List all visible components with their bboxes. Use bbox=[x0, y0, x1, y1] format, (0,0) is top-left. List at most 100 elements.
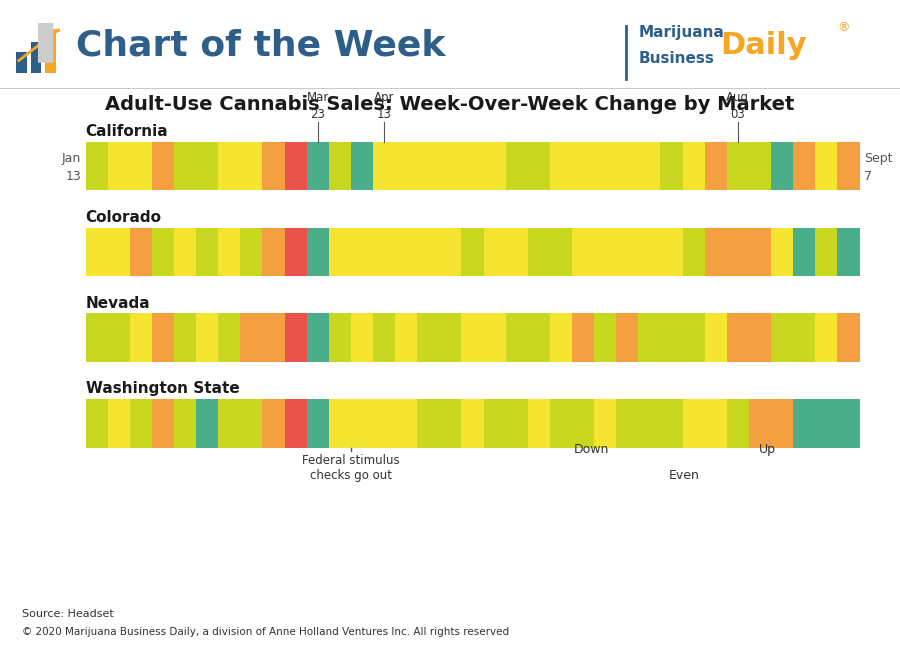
Bar bbox=[196, 399, 218, 448]
Bar bbox=[263, 313, 284, 362]
Bar bbox=[373, 313, 395, 362]
Bar bbox=[793, 313, 815, 362]
Bar bbox=[152, 313, 174, 362]
Bar bbox=[727, 142, 749, 190]
Bar bbox=[108, 142, 130, 190]
Bar bbox=[86, 227, 108, 276]
Bar bbox=[550, 399, 572, 448]
Bar bbox=[31, 42, 41, 73]
Bar bbox=[328, 313, 351, 362]
Bar bbox=[682, 227, 705, 276]
Text: Marijuana: Marijuana bbox=[639, 25, 725, 40]
Text: Federal stimulus
checks go out: Federal stimulus checks go out bbox=[302, 454, 400, 482]
Bar bbox=[749, 399, 771, 448]
Bar bbox=[130, 313, 152, 362]
Text: 03: 03 bbox=[731, 108, 745, 121]
Bar bbox=[373, 142, 395, 190]
Bar bbox=[108, 399, 130, 448]
Bar bbox=[572, 399, 594, 448]
Text: Jan: Jan bbox=[62, 152, 81, 165]
Bar bbox=[550, 142, 572, 190]
Bar bbox=[418, 227, 439, 276]
Bar bbox=[638, 227, 661, 276]
Bar bbox=[130, 227, 152, 276]
Text: Sept: Sept bbox=[864, 152, 893, 165]
Bar bbox=[174, 399, 196, 448]
Text: Business: Business bbox=[639, 51, 715, 66]
Bar bbox=[240, 142, 263, 190]
Bar bbox=[815, 142, 837, 190]
Bar bbox=[130, 142, 152, 190]
Bar bbox=[661, 142, 682, 190]
Bar bbox=[771, 142, 793, 190]
Bar bbox=[328, 227, 351, 276]
Bar bbox=[307, 313, 328, 362]
Bar bbox=[351, 399, 373, 448]
Bar bbox=[661, 313, 682, 362]
Bar bbox=[174, 142, 196, 190]
Bar bbox=[284, 313, 307, 362]
Text: Even: Even bbox=[669, 469, 699, 482]
Bar bbox=[616, 142, 638, 190]
Text: ▐: ▐ bbox=[22, 22, 52, 62]
Bar bbox=[439, 227, 462, 276]
Bar bbox=[86, 142, 108, 190]
Bar bbox=[351, 313, 373, 362]
Bar bbox=[218, 313, 240, 362]
Bar bbox=[705, 399, 727, 448]
Bar bbox=[661, 227, 682, 276]
Bar bbox=[749, 227, 771, 276]
Text: Washington State: Washington State bbox=[86, 382, 239, 396]
Bar bbox=[218, 142, 240, 190]
Bar bbox=[462, 313, 483, 362]
Bar bbox=[506, 227, 527, 276]
Bar bbox=[793, 227, 815, 276]
Bar bbox=[196, 227, 218, 276]
Bar bbox=[616, 227, 638, 276]
Bar bbox=[218, 227, 240, 276]
Text: Source: Headset: Source: Headset bbox=[22, 609, 114, 619]
Bar bbox=[527, 399, 550, 448]
Bar bbox=[373, 399, 395, 448]
Bar bbox=[815, 227, 837, 276]
Bar bbox=[263, 142, 284, 190]
Bar bbox=[373, 227, 395, 276]
Bar bbox=[594, 227, 616, 276]
Bar bbox=[418, 142, 439, 190]
Bar bbox=[705, 142, 727, 190]
Bar bbox=[815, 399, 837, 448]
Bar bbox=[506, 399, 527, 448]
Bar bbox=[483, 399, 506, 448]
Bar bbox=[793, 142, 815, 190]
Bar bbox=[527, 313, 550, 362]
Bar bbox=[395, 227, 418, 276]
Text: Up: Up bbox=[759, 443, 776, 456]
Bar bbox=[240, 227, 263, 276]
Bar bbox=[506, 142, 527, 190]
Bar bbox=[439, 399, 462, 448]
Bar bbox=[462, 142, 483, 190]
Bar bbox=[108, 313, 130, 362]
Bar bbox=[527, 227, 550, 276]
Bar bbox=[837, 227, 859, 276]
Text: © 2020 Marijuana Business Daily, a division of Anne Holland Ventures Inc. All ri: © 2020 Marijuana Business Daily, a divis… bbox=[22, 627, 509, 637]
Bar bbox=[152, 142, 174, 190]
Bar bbox=[815, 313, 837, 362]
Bar bbox=[130, 399, 152, 448]
Text: Down: Down bbox=[574, 443, 609, 456]
Text: Colorado: Colorado bbox=[86, 210, 161, 225]
Bar bbox=[572, 227, 594, 276]
Bar bbox=[771, 399, 793, 448]
Bar bbox=[572, 142, 594, 190]
Bar bbox=[837, 399, 859, 448]
Bar bbox=[307, 227, 328, 276]
Bar bbox=[196, 142, 218, 190]
Bar bbox=[705, 227, 727, 276]
Bar bbox=[483, 142, 506, 190]
Bar bbox=[793, 399, 815, 448]
Bar bbox=[174, 227, 196, 276]
Bar bbox=[550, 313, 572, 362]
Text: Mar: Mar bbox=[307, 91, 328, 104]
Bar bbox=[616, 313, 638, 362]
Bar bbox=[727, 399, 749, 448]
